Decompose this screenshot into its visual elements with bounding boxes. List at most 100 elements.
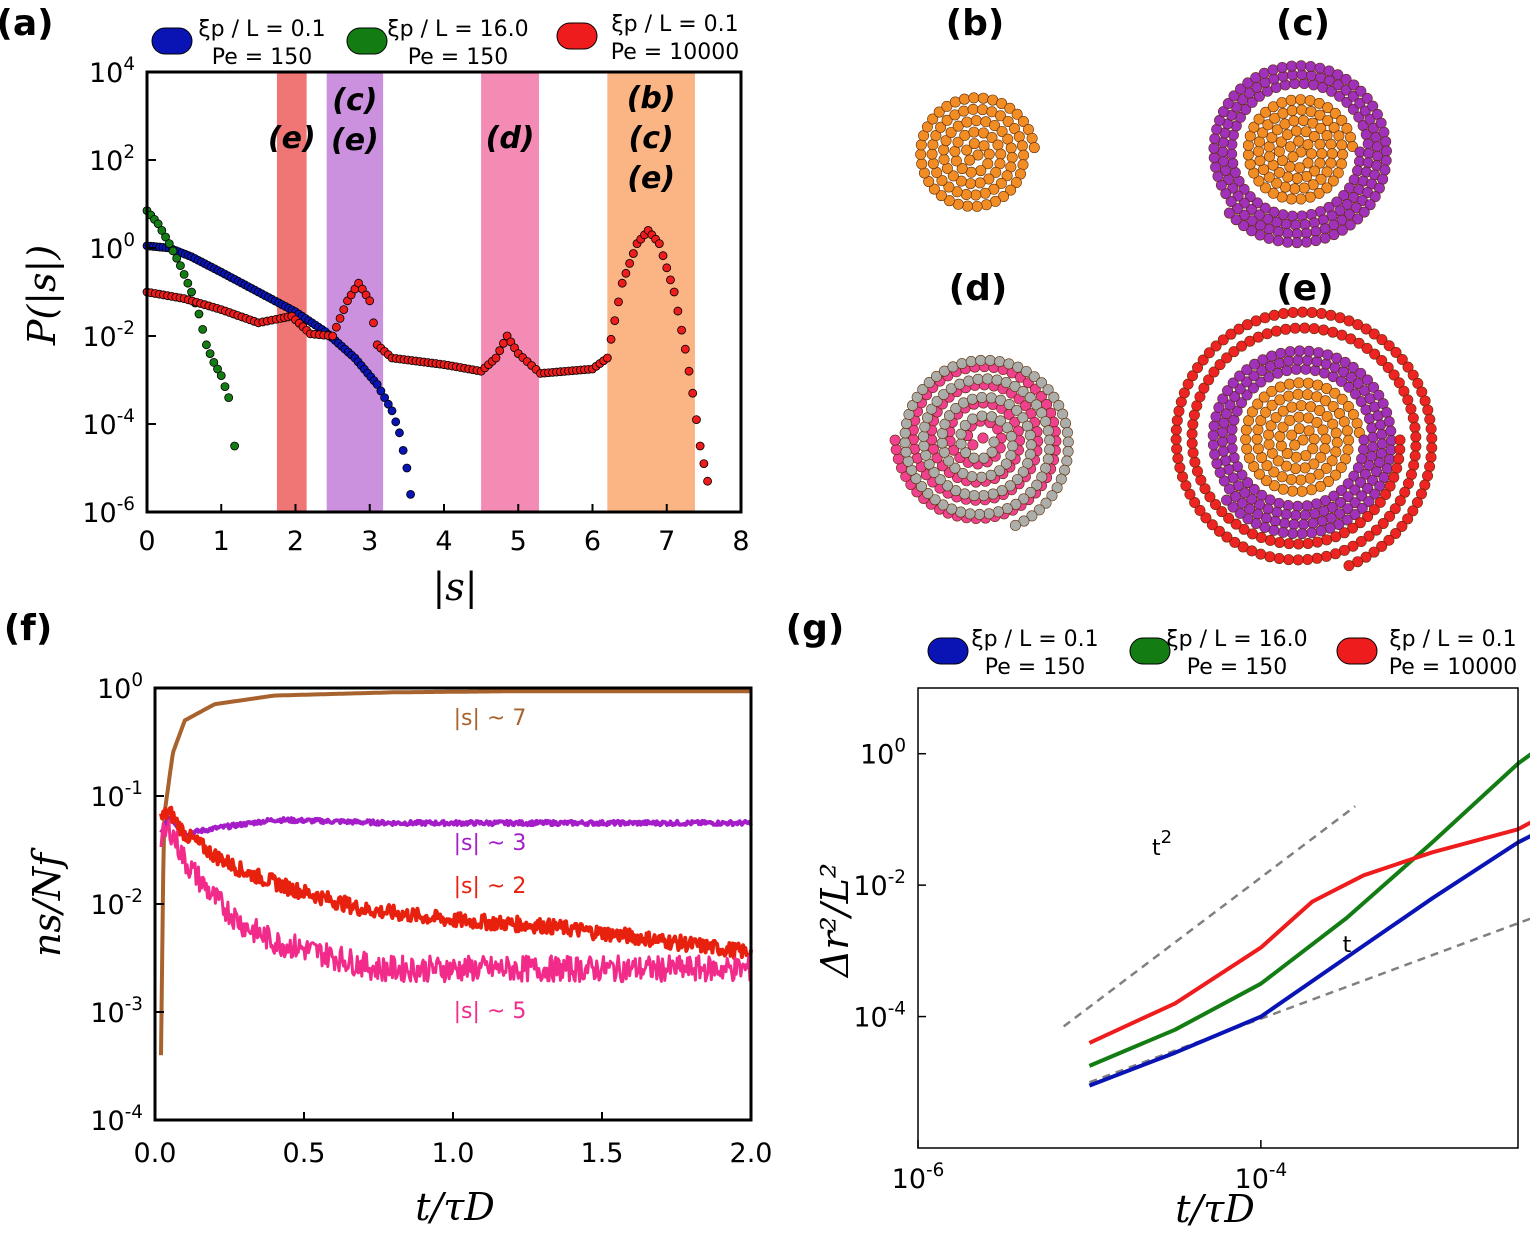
bead-config-e-core-bead xyxy=(1261,459,1273,471)
bead-config-d-grey-bead xyxy=(985,392,997,404)
bead-config-e-shell-bead xyxy=(1307,517,1319,529)
bead-config-e-shell-bead xyxy=(1224,399,1236,411)
bead-config-d-grey-bead xyxy=(936,437,948,449)
legend-a-swatch-0 xyxy=(151,27,193,55)
bead-config-e-core-bead xyxy=(1330,469,1342,481)
series-f-label-0: |s| ~ 7 xyxy=(454,706,527,731)
bead-config-c-shell-bead xyxy=(1310,235,1322,247)
bead-config-c-shell-bead xyxy=(1209,133,1221,145)
bead-config-d-grey-bead xyxy=(1011,404,1023,416)
bead-config-e-shell-bead xyxy=(1381,407,1393,419)
point-a-1 xyxy=(179,269,189,279)
bead-config-b-bead xyxy=(958,105,970,117)
bead-config-c-shell-bead xyxy=(1208,152,1220,164)
bead-config-e-shell-bead xyxy=(1369,488,1381,500)
bead-config-d-grey-bead xyxy=(964,508,976,520)
point-a-2 xyxy=(369,318,378,328)
band-label-3-1: (c) xyxy=(629,121,674,156)
bead-config-e-outer-bead xyxy=(1283,554,1295,566)
series-a-1 xyxy=(142,206,240,451)
bead-config-c-core-bead xyxy=(1271,124,1283,136)
bead-config-b-bead xyxy=(930,130,942,142)
point-a-0 xyxy=(380,393,390,403)
bead-config-e-outer-bead xyxy=(1382,361,1394,373)
xtick-label-a-8: 8 xyxy=(732,526,749,557)
bead-config-c-core-bead xyxy=(1266,132,1278,144)
bead-config-c-core-bead xyxy=(1315,122,1327,134)
bead-config-e-core-bead xyxy=(1270,411,1282,423)
bead-config-b-bead xyxy=(986,132,998,144)
bead-config-c-shell-bead xyxy=(1225,195,1237,207)
legend-a-line2-1: Pe = 150 xyxy=(408,45,508,70)
bead-config-e-shell-bead xyxy=(1241,364,1253,376)
bead-config-e-outer-bead xyxy=(1320,550,1332,562)
bead-config-e-outer-bead xyxy=(1302,537,1314,549)
bead-config-c-core-bead xyxy=(1253,145,1265,157)
bead-config-d-grey-bead xyxy=(1031,479,1043,491)
legend-g-line2-0: Pe = 150 xyxy=(985,655,1085,680)
bead-config-c-shell-bead xyxy=(1340,73,1352,85)
bead-config-e-core-bead xyxy=(1299,462,1311,474)
bead-config-e-core-bead xyxy=(1292,388,1304,400)
series-f-3 xyxy=(159,819,753,984)
bead-config-c-core-bead xyxy=(1253,175,1265,187)
bead-config-e-outer-bead xyxy=(1407,412,1419,424)
point-a-2 xyxy=(331,322,341,332)
legend-g-line2-1: Pe = 150 xyxy=(1187,655,1287,680)
bead-config-e-outer-bead xyxy=(1318,324,1330,336)
bead-config-e-outer-bead xyxy=(1325,309,1337,321)
point-a-0 xyxy=(406,489,415,499)
bead-config-e-outer-bead xyxy=(1405,403,1417,415)
bead-config-e-core-bead xyxy=(1323,475,1335,487)
bead-config-d-grey-bead xyxy=(900,446,912,458)
legend-a-line1-2: ξp / L = 0.1 xyxy=(611,12,738,37)
bead-config-e-core-bead xyxy=(1240,433,1252,445)
bead-config-d-grey-bead xyxy=(950,485,962,497)
bead-config-c-core xyxy=(1242,94,1359,205)
bead-config-e-core-bead xyxy=(1293,411,1305,423)
legend-a-swatch-1 xyxy=(346,27,388,55)
xlabel-a: |s| xyxy=(432,565,477,609)
xtick-label-a-0: 0 xyxy=(138,526,155,557)
bead-config-c-core-bead xyxy=(1337,148,1349,160)
bead-config-e-core-bead xyxy=(1327,400,1339,412)
legend-a-line2-2: Pe = 10000 xyxy=(611,40,739,65)
bead-config-c-core-bead xyxy=(1347,141,1359,153)
bead-config-e-outer-bead xyxy=(1425,423,1437,435)
ytick-label-a-5: 10-6 xyxy=(82,494,135,529)
bead-config-d-grey-bead xyxy=(988,436,1000,448)
bead-config-e-shell-bead xyxy=(1255,376,1267,388)
bead-config-e-outer-bead xyxy=(1172,452,1184,464)
bead-config-b-bead xyxy=(927,113,939,125)
bead-config-b-bead xyxy=(915,139,927,151)
ytick-label-a-1: 102 xyxy=(89,142,135,177)
bead-config-c-shell-bead xyxy=(1301,236,1313,248)
bead-config-e-outer-bead xyxy=(1353,337,1365,349)
bead-config-d-grey-bead xyxy=(915,480,927,492)
bead-config-d-grey-bead xyxy=(1040,497,1052,509)
bead-config-e-outer-bead xyxy=(1228,346,1240,358)
bead-config-c-core-bead xyxy=(1289,183,1301,195)
bead-config-c-core-bead xyxy=(1276,97,1288,109)
bead-config-e-core-bead xyxy=(1320,462,1332,474)
bead-config-e-shell-bead xyxy=(1348,470,1360,482)
bead-config-d-grey-bead xyxy=(974,508,986,520)
bead-config-e-core-bead xyxy=(1297,434,1309,446)
bead-config-e-core-bead xyxy=(1283,390,1295,402)
bead-config-c-core-bead xyxy=(1271,177,1283,189)
xtick-label-f-0: 0.0 xyxy=(134,1138,177,1169)
bead-config-d-grey-bead xyxy=(1061,455,1073,467)
bead-config-e-shell-bead xyxy=(1342,503,1354,515)
bead-config-d-grey-bead xyxy=(934,474,946,486)
bead-config-e-core-bead xyxy=(1289,439,1301,451)
bead-config-c-core-bead xyxy=(1248,121,1260,133)
bead-config-e-shell-bead xyxy=(1284,346,1296,358)
bead-config-e-core-bead xyxy=(1302,389,1314,401)
bead-config-e-outer-bead xyxy=(1283,538,1295,550)
bead-config-c-shell-bead xyxy=(1352,213,1364,225)
bead-config-d-grey-bead xyxy=(993,465,1005,477)
point-a-1 xyxy=(224,393,234,403)
bead-config-e-core-bead xyxy=(1252,398,1264,410)
bead-config-c-core-bead xyxy=(1333,130,1345,142)
bead-config-e-shell-bead xyxy=(1221,494,1233,506)
